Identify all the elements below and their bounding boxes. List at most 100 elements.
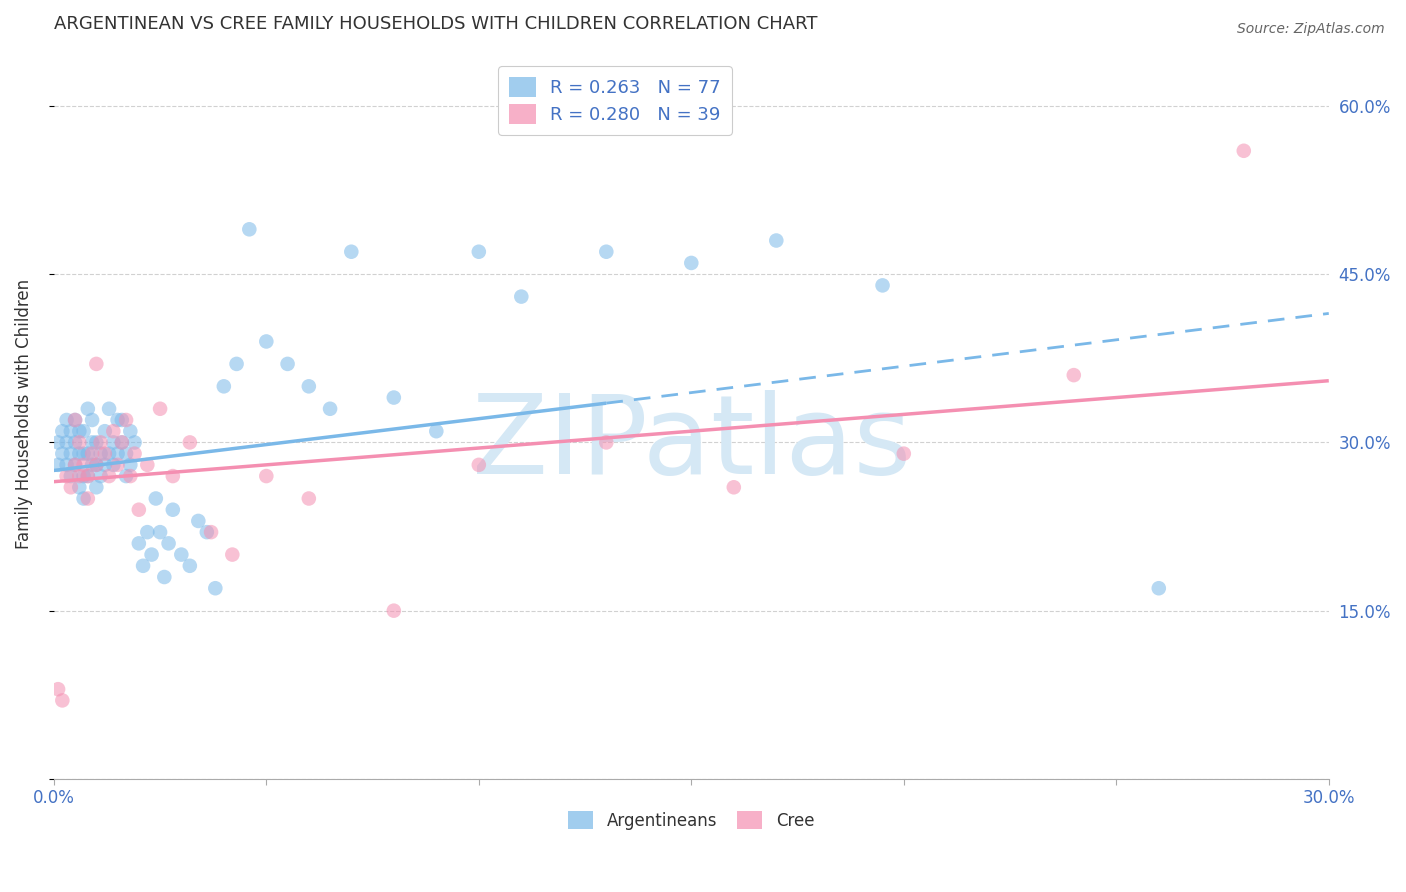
Point (67, 424, 90, 438)
Point (94, 447, 117, 461)
Point (55, 458, 77, 472)
Point (63, 458, 86, 472)
Point (893, 447, 915, 461)
Point (80, 458, 103, 472)
Point (200, 525, 222, 540)
Point (115, 413, 138, 427)
Point (254, 469, 277, 483)
Point (238, 222, 260, 236)
Point (98, 447, 121, 461)
Point (120, 458, 142, 472)
Point (86, 458, 108, 472)
Point (162, 502, 184, 516)
Point (468, 244, 491, 259)
Point (76, 401, 98, 416)
Point (1233, 144, 1256, 158)
Point (382, 604, 405, 618)
Point (59, 469, 82, 483)
Point (204, 581, 226, 595)
Point (76, 469, 98, 483)
Point (103, 458, 125, 472)
Point (98, 401, 121, 416)
Point (72, 491, 94, 506)
Point (63, 413, 86, 427)
Text: ZIPatlas: ZIPatlas (471, 390, 911, 497)
Point (723, 480, 745, 494)
Point (681, 256, 703, 270)
Point (157, 536, 180, 550)
Point (76, 469, 98, 483)
Point (170, 548, 193, 562)
Point (141, 548, 163, 562)
Point (72, 458, 94, 472)
Point (254, 334, 277, 349)
Y-axis label: Family Households with Children: Family Households with Children (15, 279, 32, 549)
Point (124, 447, 146, 461)
Point (212, 379, 235, 393)
Point (72, 469, 94, 483)
Point (468, 458, 491, 472)
Point (277, 357, 299, 371)
Point (67, 469, 90, 483)
Point (120, 469, 142, 483)
Point (298, 379, 321, 393)
Point (67, 480, 90, 494)
Point (115, 469, 138, 483)
Point (59, 447, 82, 461)
Point (145, 491, 167, 506)
Point (340, 244, 363, 259)
Point (107, 413, 129, 427)
Point (51, 447, 73, 461)
Point (55, 413, 77, 427)
Point (46, 458, 69, 472)
Point (510, 290, 533, 304)
Point (94, 458, 117, 472)
Text: Source: ZipAtlas.com: Source: ZipAtlas.com (1237, 22, 1385, 37)
Point (162, 469, 184, 483)
Point (90, 447, 112, 461)
Point (76, 447, 98, 461)
Point (382, 391, 405, 405)
Point (149, 401, 172, 416)
Point (90, 469, 112, 483)
Point (111, 435, 134, 450)
Point (149, 525, 172, 540)
Legend: Argentineans, Cree: Argentineans, Cree (562, 805, 821, 836)
Point (46, 435, 69, 450)
Point (111, 413, 134, 427)
Point (72, 424, 94, 438)
Point (67, 447, 90, 461)
Point (46, 682, 69, 697)
Point (153, 570, 176, 584)
Point (195, 525, 218, 540)
Point (872, 278, 894, 293)
Point (595, 435, 617, 450)
Point (128, 502, 150, 516)
Point (80, 435, 103, 450)
Point (425, 424, 447, 438)
Point (98, 469, 121, 483)
Point (128, 536, 150, 550)
Point (80, 447, 103, 461)
Point (107, 458, 129, 472)
Point (94, 424, 117, 438)
Point (111, 435, 134, 450)
Point (72, 447, 94, 461)
Point (132, 558, 155, 573)
Point (103, 435, 125, 450)
Point (55, 469, 77, 483)
Point (298, 491, 321, 506)
Text: ARGENTINEAN VS CREE FAMILY HOUSEHOLDS WITH CHILDREN CORRELATION CHART: ARGENTINEAN VS CREE FAMILY HOUSEHOLDS WI… (53, 15, 817, 33)
Point (124, 435, 146, 450)
Point (120, 424, 142, 438)
Point (1147, 581, 1170, 595)
Point (63, 435, 86, 450)
Point (179, 435, 201, 450)
Point (319, 401, 342, 416)
Point (103, 424, 125, 438)
Point (51, 693, 73, 707)
Point (187, 514, 209, 528)
Point (136, 525, 159, 540)
Point (179, 558, 201, 573)
Point (107, 447, 129, 461)
